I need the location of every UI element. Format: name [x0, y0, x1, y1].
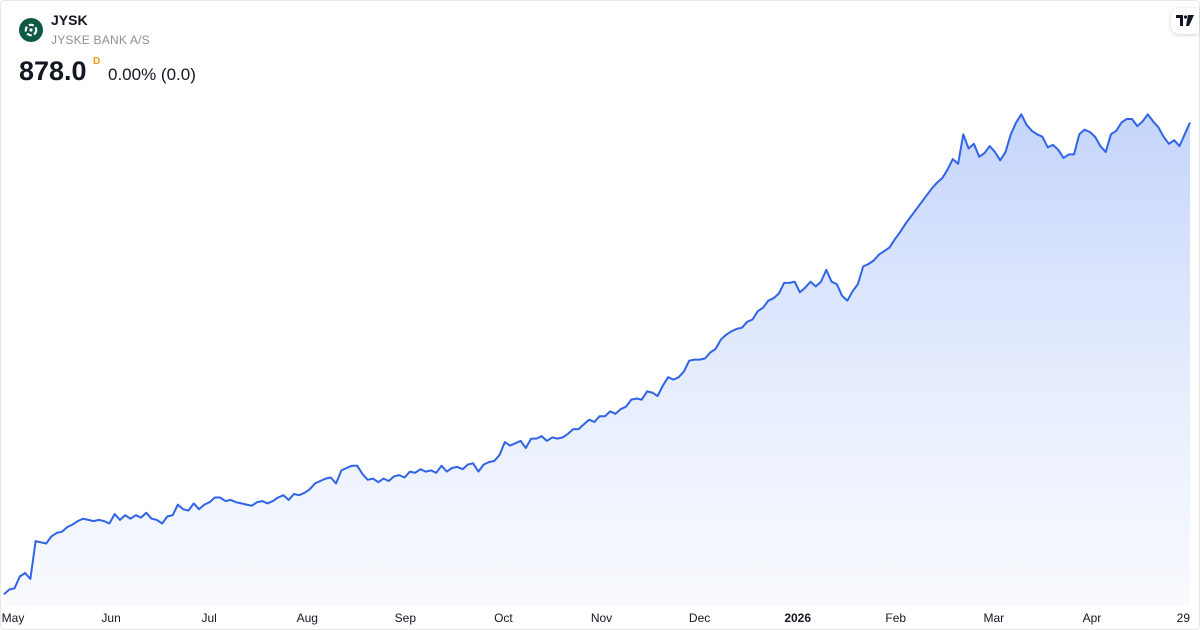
price-line [3, 113, 1191, 595]
x-tick-label: Apr [1083, 611, 1102, 625]
x-tick-label: Mar [983, 611, 1004, 625]
x-tick-label: May [2, 611, 25, 625]
tradingview-glyph [1176, 15, 1194, 26]
tradingview-logo-icon[interactable] [1171, 8, 1199, 34]
x-tick-label: Aug [297, 611, 318, 625]
x-tick-label: Feb [885, 611, 906, 625]
price-change: 0.00% (0.0) [108, 65, 196, 84]
x-tick-label: Oct [494, 611, 513, 625]
x-tick-label: Dec [689, 611, 710, 625]
price-area-fill [4, 114, 1190, 607]
last-price: 878.0 [19, 56, 87, 86]
interval-badge: D [93, 56, 101, 67]
x-axis: May Jun Jul Aug Sep Oct Nov Dec 2026 Feb Mar Apr 29 [2, 611, 1191, 625]
x-tick-label: Jun [101, 611, 120, 625]
x-tick-label: 2026 [784, 611, 811, 625]
x-tick-label: Nov [591, 611, 612, 625]
ticker-symbol[interactable]: JYSK [51, 12, 88, 28]
x-tick-label: 29 [1177, 611, 1191, 625]
jyske-bank-logo-icon[interactable] [19, 18, 43, 42]
x-tick-label: Jul [201, 611, 216, 625]
x-tick-label: Sep [395, 611, 417, 625]
logo-glyph [24, 23, 38, 37]
company-name: JYSKE BANK A/S [51, 33, 150, 47]
